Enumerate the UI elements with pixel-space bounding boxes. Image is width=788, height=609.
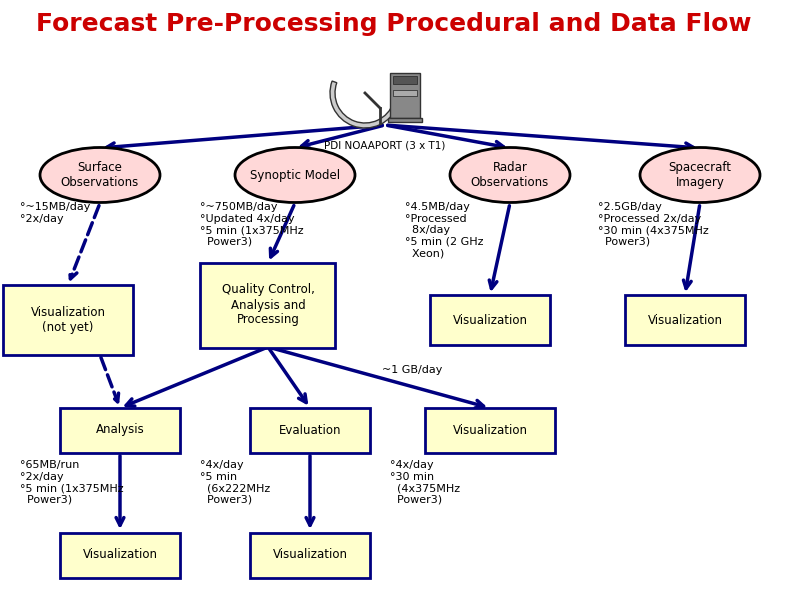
Text: Radar
Observations: Radar Observations (471, 161, 549, 189)
FancyArrowPatch shape (388, 125, 693, 151)
FancyBboxPatch shape (388, 118, 422, 122)
FancyArrowPatch shape (683, 206, 700, 289)
FancyBboxPatch shape (393, 90, 417, 96)
FancyArrowPatch shape (106, 125, 382, 150)
Text: °~750MB/day
°Updated 4x/day
°5 min (1x375MHz
  Power3): °~750MB/day °Updated 4x/day °5 min (1x37… (200, 202, 303, 247)
FancyArrowPatch shape (116, 456, 124, 526)
FancyArrowPatch shape (306, 456, 314, 526)
FancyBboxPatch shape (390, 73, 420, 118)
Text: Visualization: Visualization (648, 314, 723, 326)
Text: ~1 GB/day: ~1 GB/day (382, 365, 442, 375)
FancyBboxPatch shape (60, 532, 180, 577)
Text: Visualization: Visualization (452, 423, 527, 437)
FancyArrowPatch shape (126, 348, 266, 406)
FancyArrowPatch shape (302, 125, 382, 148)
Text: °4x/day
°5 min
  (6x222MHz
  Power3): °4x/day °5 min (6x222MHz Power3) (200, 460, 270, 505)
FancyArrowPatch shape (270, 205, 294, 257)
Text: Forecast Pre-Processing Procedural and Data Flow: Forecast Pre-Processing Procedural and D… (36, 12, 752, 36)
Text: Visualization: Visualization (273, 549, 348, 561)
FancyBboxPatch shape (250, 532, 370, 577)
Text: Visualization: Visualization (452, 314, 527, 326)
FancyBboxPatch shape (393, 76, 417, 84)
FancyArrowPatch shape (271, 348, 484, 408)
Text: Analysis: Analysis (95, 423, 144, 437)
FancyBboxPatch shape (425, 407, 555, 452)
Text: °2.5GB/day
°Processed 2x/day
°30 min (4x375MHz
  Power3): °2.5GB/day °Processed 2x/day °30 min (4x… (598, 202, 708, 247)
Text: Synoptic Model: Synoptic Model (250, 169, 340, 181)
Text: Surface
Observations: Surface Observations (61, 161, 139, 189)
Text: Quality Control,
Analysis and
Processing: Quality Control, Analysis and Processing (221, 284, 314, 326)
FancyArrowPatch shape (269, 350, 307, 403)
FancyBboxPatch shape (3, 285, 133, 355)
Text: °4x/day
°30 min
  (4x375MHz
  Power3): °4x/day °30 min (4x375MHz Power3) (390, 460, 460, 505)
Text: °~15MB/day
°2x/day: °~15MB/day °2x/day (20, 202, 91, 224)
FancyBboxPatch shape (250, 407, 370, 452)
FancyArrowPatch shape (489, 206, 509, 289)
Text: °4.5MB/day
°Processed
  8x/day
°5 min (2 GHz
  Xeon): °4.5MB/day °Processed 8x/day °5 min (2 G… (405, 202, 484, 258)
Text: Spacecraft
Imagery: Spacecraft Imagery (668, 161, 731, 189)
Ellipse shape (235, 147, 355, 203)
Text: PDI NOAAPORT (3 x T1): PDI NOAAPORT (3 x T1) (325, 140, 446, 150)
Ellipse shape (450, 147, 570, 203)
FancyArrowPatch shape (388, 125, 504, 149)
FancyBboxPatch shape (625, 295, 745, 345)
FancyBboxPatch shape (430, 295, 550, 345)
Text: Visualization
(not yet): Visualization (not yet) (31, 306, 106, 334)
Text: Visualization: Visualization (83, 549, 158, 561)
Text: Evaluation: Evaluation (279, 423, 341, 437)
FancyArrowPatch shape (101, 357, 118, 402)
FancyArrowPatch shape (69, 206, 99, 279)
FancyBboxPatch shape (60, 407, 180, 452)
FancyBboxPatch shape (200, 262, 336, 348)
Ellipse shape (640, 147, 760, 203)
Wedge shape (330, 81, 398, 128)
Ellipse shape (40, 147, 160, 203)
Text: °65MB/run
°2x/day
°5 min (1x375MHz
  Power3): °65MB/run °2x/day °5 min (1x375MHz Power… (20, 460, 124, 505)
